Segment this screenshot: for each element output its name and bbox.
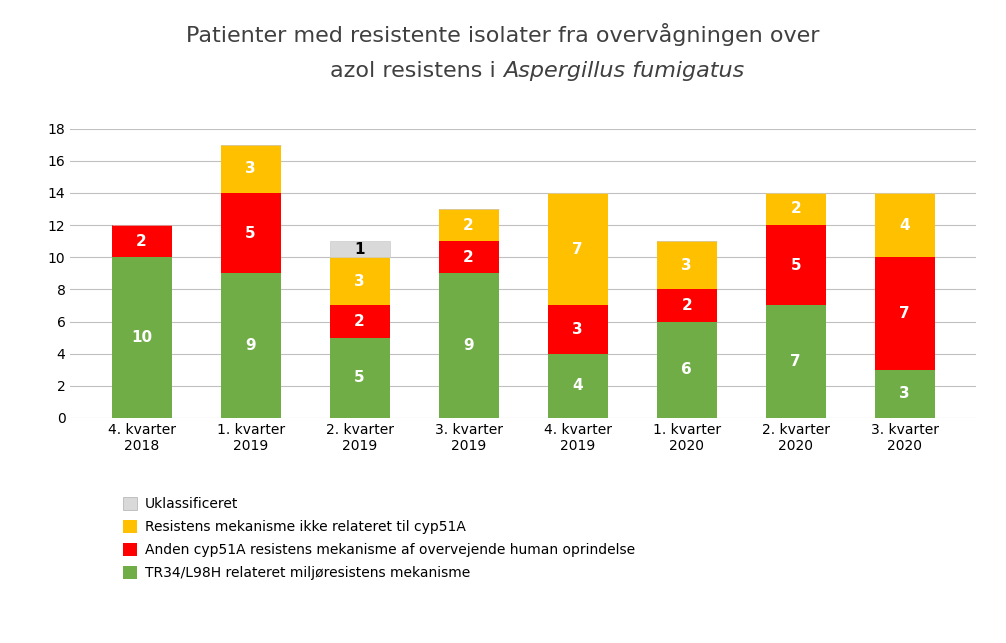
Bar: [330, 305, 389, 338]
Text: 3: 3: [572, 322, 582, 337]
Bar: [547, 193, 608, 305]
Text: Aspergillus fumigatus: Aspergillus fumigatus: [503, 61, 744, 81]
Text: 9: 9: [464, 338, 474, 353]
Bar: [874, 193, 935, 257]
Bar: [874, 370, 935, 418]
Bar: [220, 193, 281, 273]
Text: 5: 5: [791, 258, 801, 273]
Text: 2: 2: [791, 201, 801, 217]
Text: 7: 7: [572, 242, 582, 257]
Bar: [657, 241, 716, 289]
Text: 5: 5: [354, 370, 365, 385]
Text: Patienter med resistente isolater fra overvågningen over: Patienter med resistente isolater fra ov…: [186, 23, 820, 46]
Text: 2: 2: [354, 314, 365, 329]
Legend: Uklassificeret, Resistens mekanisme ikke relateret til cyp51A, Anden cyp51A resi: Uklassificeret, Resistens mekanisme ikke…: [123, 497, 635, 581]
Text: 2: 2: [136, 233, 147, 249]
Text: 3: 3: [354, 274, 365, 289]
Text: 2: 2: [681, 298, 692, 313]
Bar: [330, 338, 389, 418]
Bar: [657, 322, 716, 418]
Text: 1: 1: [354, 242, 365, 257]
Bar: [766, 225, 826, 305]
Text: azol resistens i: azol resistens i: [330, 61, 503, 81]
Bar: [112, 225, 172, 257]
Text: 7: 7: [791, 354, 801, 369]
Bar: [547, 305, 608, 354]
Bar: [439, 241, 499, 273]
Text: 6: 6: [681, 362, 692, 377]
Bar: [330, 257, 389, 305]
Text: 7: 7: [899, 306, 910, 321]
Bar: [112, 257, 172, 418]
Text: 2: 2: [463, 249, 474, 265]
Bar: [547, 354, 608, 418]
Text: 4: 4: [572, 378, 582, 394]
Bar: [330, 241, 389, 257]
Bar: [439, 273, 499, 418]
Text: 3: 3: [899, 386, 910, 401]
Bar: [220, 145, 281, 193]
Bar: [220, 273, 281, 418]
Text: 10: 10: [131, 330, 152, 345]
Bar: [439, 209, 499, 241]
Text: 9: 9: [245, 338, 256, 353]
Text: 5: 5: [245, 226, 256, 240]
Text: 2: 2: [463, 217, 474, 233]
Bar: [766, 305, 826, 418]
Bar: [657, 289, 716, 322]
Bar: [874, 257, 935, 370]
Text: 4: 4: [899, 217, 910, 233]
Bar: [766, 193, 826, 225]
Text: 3: 3: [245, 161, 256, 176]
Text: 3: 3: [681, 258, 692, 273]
